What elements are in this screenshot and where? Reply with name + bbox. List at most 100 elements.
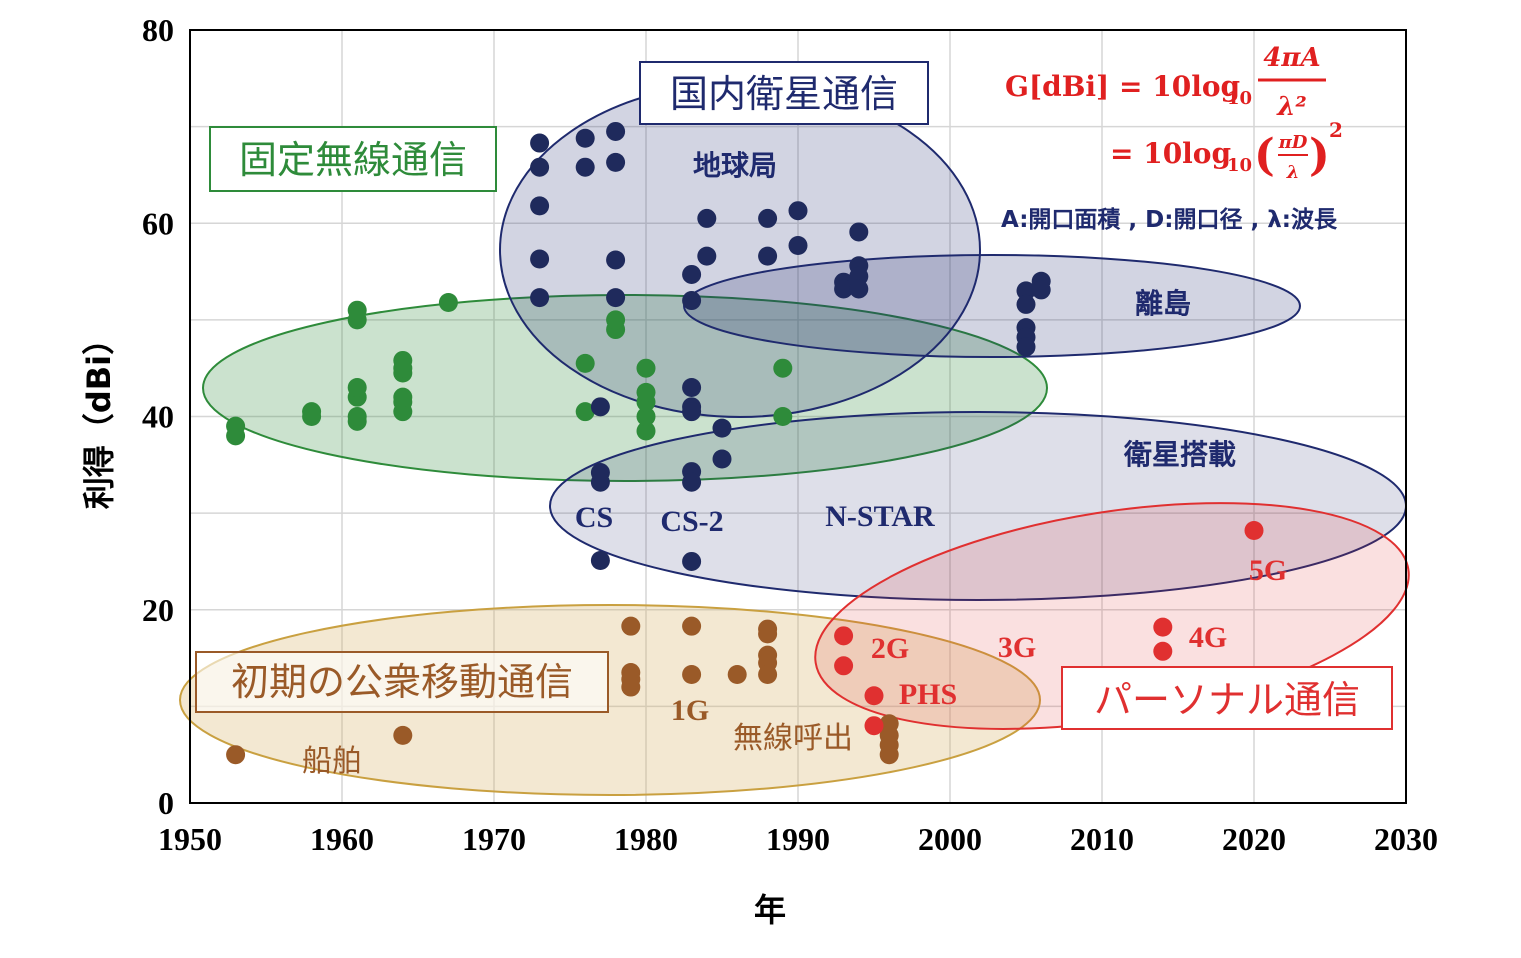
data-point-satellite [1031, 280, 1051, 300]
g1-label: 1G [671, 694, 709, 727]
g3-label: 3G [998, 631, 1036, 664]
data-point-fixed [575, 402, 595, 422]
data-point-satellite [682, 291, 702, 311]
formula-frac2-num: πD [1278, 132, 1308, 153]
data-point-satellite [788, 235, 808, 255]
data-point-fixed [773, 358, 793, 378]
data-point-mobile [682, 616, 702, 636]
data-point-satellite [712, 449, 732, 469]
data-point-satellite [682, 264, 702, 284]
data-point-mobile [758, 624, 778, 644]
data-point-mobile [621, 616, 641, 636]
y-tick-label: 20 [142, 592, 174, 628]
formula-line2-sub: 10 [1227, 155, 1252, 176]
y-axis-title: 利得（dBi） [80, 323, 118, 509]
x-tick-label: 2000 [918, 821, 982, 857]
data-point-satellite [849, 222, 869, 242]
data-point-personal [864, 716, 884, 736]
data-point-satellite [606, 121, 626, 141]
data-point-fixed [226, 416, 246, 436]
x-tick-label: 1950 [158, 821, 222, 857]
data-point-satellite [697, 246, 717, 266]
data-point-satellite [530, 133, 550, 153]
data-point-personal [834, 656, 854, 676]
formula-exponent: 2 [1329, 118, 1343, 142]
fixed-label: 固定無線通信 [239, 138, 467, 182]
data-point-satellite [590, 397, 610, 417]
data-point-personal [1153, 617, 1173, 637]
data-point-satellite [606, 288, 626, 308]
personal-label: パーソナル通信 [1094, 678, 1360, 722]
formula-paren-open: ( [1254, 130, 1275, 181]
data-point-mobile [393, 725, 413, 745]
data-point-satellite [849, 279, 869, 299]
formula-line2-lhs: = 10log [1110, 137, 1231, 170]
data-point-satellite [712, 418, 732, 438]
data-point-satellite [834, 279, 854, 299]
earth-station-label: 地球局 [693, 149, 777, 182]
formula-frac2-den: λ [1286, 162, 1300, 183]
data-point-satellite [575, 128, 595, 148]
data-point-fixed [302, 402, 322, 422]
data-point-satellite [575, 157, 595, 177]
fixed-label-box [209, 126, 497, 192]
x-tick-label: 1990 [766, 821, 830, 857]
x-axis-title: 年 [754, 891, 786, 929]
data-point-fixed [636, 407, 656, 426]
data-point-fixed [347, 300, 367, 320]
data-point-fixed [393, 387, 413, 407]
data-point-fixed [393, 350, 413, 370]
data-point-personal [1153, 641, 1173, 661]
formula-legend: A:開口面積 , D:開口径 , λ:波長 [1001, 207, 1338, 233]
data-points [226, 121, 1264, 765]
region-earth-station-ellipse [499, 82, 981, 418]
y-tick-label: 80 [142, 12, 174, 48]
g5-label: 5G [1249, 554, 1287, 587]
data-point-satellite [530, 196, 550, 216]
formula-line1-sub: 10 [1227, 88, 1252, 109]
onboard-label: 衛星搭載 [1123, 438, 1236, 471]
cs-label: CS [575, 501, 613, 534]
y-tick-labels: 0 20 40 60 80 [142, 12, 174, 821]
data-point-personal [1244, 521, 1264, 541]
data-point-fixed [773, 407, 793, 426]
data-point-satellite [1016, 337, 1036, 357]
data-point-fixed [575, 353, 595, 373]
x-tick-label: 1960 [310, 821, 374, 857]
data-point-mobile [621, 677, 641, 697]
g2-label: 2G [871, 632, 909, 665]
y-tick-label: 0 [158, 785, 174, 821]
data-point-satellite [682, 551, 702, 571]
formula-line1-lhs: G[dBi] = 10log [1005, 70, 1240, 103]
data-point-satellite [682, 378, 702, 398]
data-point-mobile [727, 664, 747, 684]
data-point-mobile [682, 664, 702, 684]
region-fixed-ellipse [202, 294, 1048, 482]
data-point-satellite [606, 250, 626, 270]
pager-label: 無線呼出 [733, 721, 853, 756]
data-point-fixed [347, 378, 367, 398]
data-point-satellite [788, 201, 808, 221]
x-tick-label: 2030 [1374, 821, 1438, 857]
data-point-satellite [606, 152, 626, 172]
x-tick-label: 1980 [614, 821, 678, 857]
y-tick-label: 60 [142, 205, 174, 241]
x-tick-label: 2010 [1070, 821, 1134, 857]
data-point-satellite [530, 288, 550, 308]
x-tick-label: 1970 [462, 821, 526, 857]
x-tick-label: 2020 [1222, 821, 1286, 857]
personal-label-box [1061, 666, 1393, 730]
x-tick-labels: 1950 1960 1970 1980 1990 2000 2010 2020 2030 [158, 821, 1438, 857]
ship-label: 船舶 [302, 744, 362, 779]
data-point-satellite [590, 550, 610, 570]
y-tick-label: 40 [142, 399, 174, 435]
data-point-fixed [438, 292, 458, 312]
formula-frac1-num: 4πA [1263, 43, 1320, 73]
mobile-label: 初期の公衆移動通信 [231, 660, 573, 704]
data-point-fixed [606, 310, 626, 330]
data-point-satellite [697, 208, 717, 228]
data-point-satellite [1016, 294, 1036, 314]
cs2-label: CS-2 [660, 505, 723, 538]
mobile-label-box [195, 651, 609, 713]
